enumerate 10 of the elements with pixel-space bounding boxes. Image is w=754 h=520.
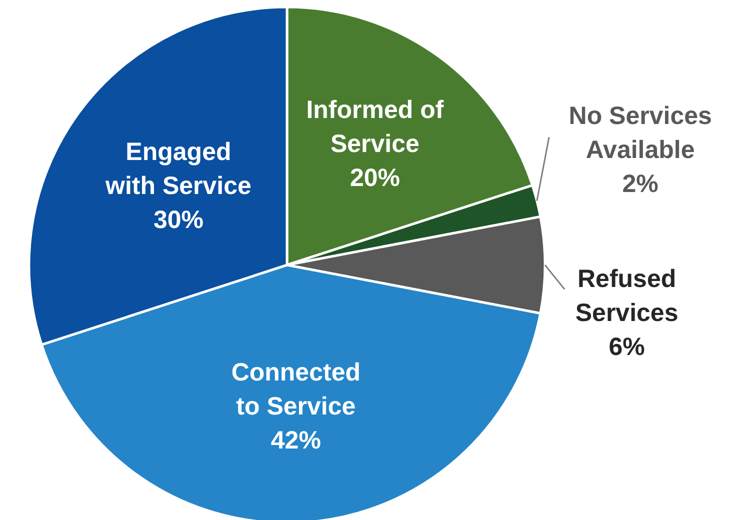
data-label: 30% (153, 206, 204, 234)
data-label: 2% (622, 170, 658, 198)
data-label: 42% (270, 426, 321, 455)
data-label: 20% (350, 164, 400, 192)
slice-label: Connected to Service (231, 358, 361, 421)
slice-label: Refused Services (575, 264, 678, 327)
data-label: 6% (608, 332, 645, 361)
slice-label: No Services Available (568, 102, 712, 164)
slice-label: Informed of Service (306, 96, 444, 158)
slice-label: Engaged with Service (104, 138, 252, 200)
